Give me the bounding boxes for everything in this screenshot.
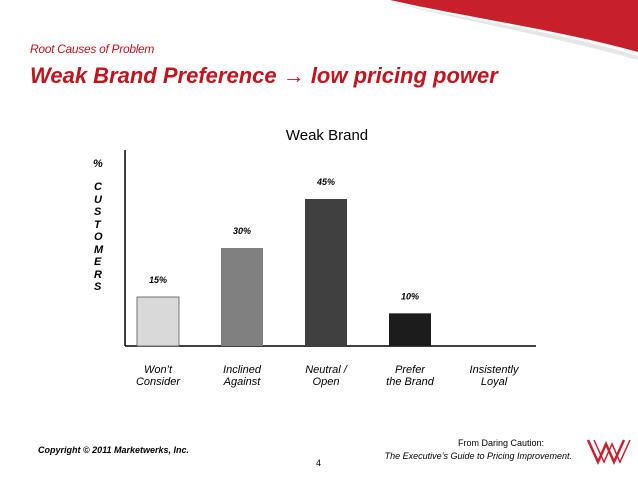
copyright: Copyright © 2011 Marketwerks, Inc. xyxy=(38,445,190,455)
bar xyxy=(136,296,180,347)
x-tick-label: Insistently Loyal xyxy=(469,364,519,388)
x-tick-label: Prefer the Brand xyxy=(386,364,434,388)
y-axis-label-top: % xyxy=(93,158,103,170)
kicker: Root Causes of Problem xyxy=(30,42,155,56)
slide-title: Weak Brand Preference → low pricing powe… xyxy=(30,63,498,88)
x-tick-label: Won’t Consider xyxy=(135,364,181,388)
y-axis-label: CUSTOMERS xyxy=(94,181,104,293)
value-label: 10% xyxy=(401,291,419,301)
source: From Daring Caution: xyxy=(457,438,544,448)
value-label: 45% xyxy=(316,177,335,187)
chart-title: Weak Brand xyxy=(286,127,368,144)
header-swoosh xyxy=(390,0,638,52)
bar xyxy=(305,199,347,346)
page-number: 4 xyxy=(316,458,322,468)
value-label: 30% xyxy=(233,226,251,236)
source: The Executive’s Guide to Pricing Improve… xyxy=(384,451,572,461)
bar xyxy=(221,248,263,346)
x-tick-label: Neutral / Open xyxy=(305,364,347,388)
logo xyxy=(586,439,631,466)
x-tick-label: Inclined Against xyxy=(223,364,261,388)
header-swoosh-shade xyxy=(380,0,638,60)
bar xyxy=(389,313,431,346)
value-label: 15% xyxy=(149,275,167,285)
